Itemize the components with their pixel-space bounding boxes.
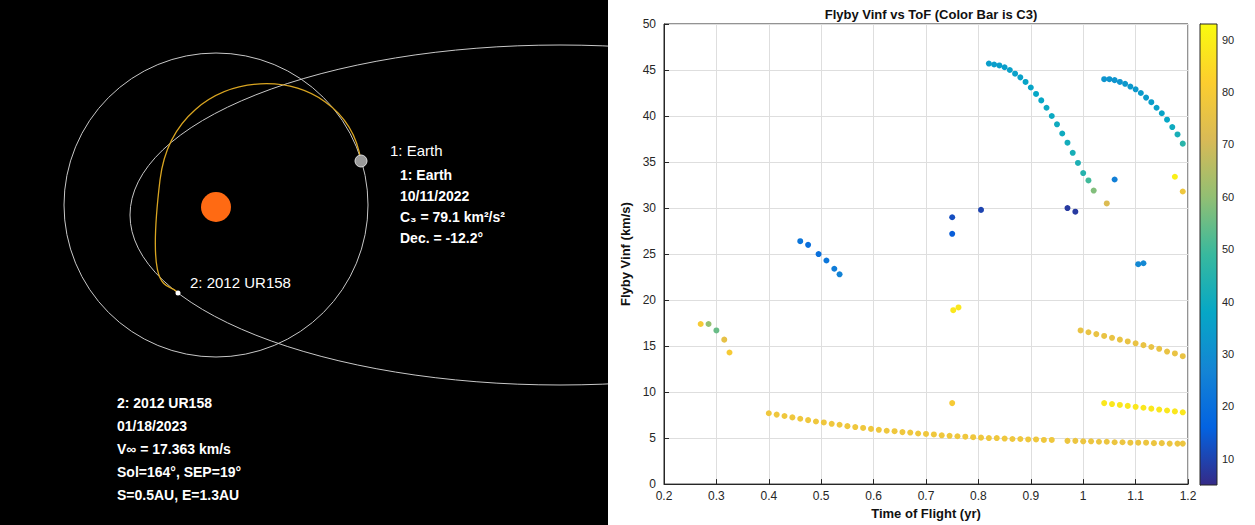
svg-text:Flyby Vinf (km/s): Flyby Vinf (km/s) [618, 202, 633, 306]
svg-text:0.2: 0.2 [656, 489, 673, 503]
svg-text:0.7: 0.7 [918, 489, 935, 503]
svg-text:50: 50 [1222, 243, 1234, 255]
svg-text:Dec. = -12.2°: Dec. = -12.2° [400, 230, 483, 246]
svg-text:20: 20 [1222, 400, 1234, 412]
svg-text:1: Earth: 1: Earth [390, 142, 443, 159]
svg-text:2: 2012 UR158: 2: 2012 UR158 [190, 274, 291, 291]
svg-text:5: 5 [649, 431, 656, 445]
svg-text:15: 15 [643, 339, 657, 353]
svg-text:Time of Flight (yr): Time of Flight (yr) [871, 506, 981, 521]
svg-text:S=0.5AU, E=1.3AU: S=0.5AU, E=1.3AU [117, 487, 239, 503]
svg-text:V∞ = 17.363 km/s: V∞ = 17.363 km/s [117, 441, 231, 457]
svg-text:10: 10 [1222, 453, 1234, 465]
svg-text:45: 45 [643, 63, 657, 77]
svg-text:1.1: 1.1 [1127, 489, 1144, 503]
svg-text:20: 20 [643, 293, 657, 307]
svg-text:25: 25 [643, 247, 657, 261]
svg-text:40: 40 [643, 109, 657, 123]
svg-text:0.4: 0.4 [760, 489, 777, 503]
svg-text:10/11/2022: 10/11/2022 [400, 188, 470, 204]
svg-text:70: 70 [1222, 138, 1234, 150]
svg-text:0.9: 0.9 [1022, 489, 1039, 503]
svg-text:30: 30 [643, 201, 657, 215]
svg-text:0.8: 0.8 [970, 489, 987, 503]
svg-text:50: 50 [643, 17, 657, 31]
svg-text:0.5: 0.5 [813, 489, 830, 503]
svg-text:2: 2012 UR158: 2: 2012 UR158 [117, 395, 212, 411]
svg-text:90: 90 [1222, 34, 1234, 46]
svg-text:0.6: 0.6 [865, 489, 882, 503]
svg-text:10: 10 [643, 385, 657, 399]
svg-text:Flyby Vinf vs ToF (Color Bar i: Flyby Vinf vs ToF (Color Bar is C3) [825, 7, 1038, 22]
svg-text:80: 80 [1222, 86, 1234, 98]
svg-text:40: 40 [1222, 296, 1234, 308]
svg-text:01/18/2023: 01/18/2023 [117, 418, 187, 434]
svg-text:35: 35 [643, 155, 657, 169]
svg-text:1: Earth: 1: Earth [400, 167, 452, 183]
svg-text:1.2: 1.2 [1180, 489, 1197, 503]
svg-text:0.3: 0.3 [708, 489, 725, 503]
svg-text:1: 1 [1080, 489, 1087, 503]
svg-text:Sol=164°, SEP=19°: Sol=164°, SEP=19° [117, 464, 241, 480]
svg-text:C₃ = 79.1 km²/s²: C₃ = 79.1 km²/s² [400, 209, 505, 225]
svg-text:0: 0 [649, 477, 656, 492]
svg-text:30: 30 [1222, 348, 1234, 360]
svg-text:60: 60 [1222, 191, 1234, 203]
